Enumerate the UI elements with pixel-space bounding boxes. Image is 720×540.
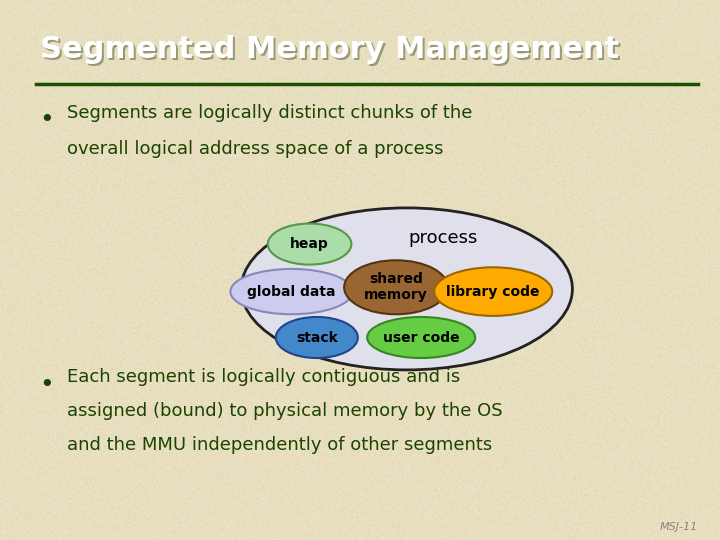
Text: shared
memory: shared memory xyxy=(364,272,428,302)
Ellipse shape xyxy=(276,317,358,358)
Ellipse shape xyxy=(434,267,552,316)
Text: MSJ-11: MSJ-11 xyxy=(660,522,698,532)
Ellipse shape xyxy=(344,260,448,314)
Text: library code: library code xyxy=(446,285,540,299)
Text: global data: global data xyxy=(248,285,336,299)
Text: assigned (bound) to physical memory by the OS: assigned (bound) to physical memory by t… xyxy=(67,402,503,420)
Text: overall logical address space of a process: overall logical address space of a proce… xyxy=(67,140,444,158)
Ellipse shape xyxy=(268,224,351,265)
Text: Segmented Memory Management: Segmented Memory Management xyxy=(42,37,621,66)
Text: and the MMU independently of other segments: and the MMU independently of other segme… xyxy=(67,436,492,454)
Text: •: • xyxy=(40,108,54,132)
Text: Segmented Memory Management: Segmented Memory Management xyxy=(40,35,618,64)
Text: user code: user code xyxy=(383,330,459,345)
Ellipse shape xyxy=(241,208,572,370)
Text: Each segment is logically contiguous and is: Each segment is logically contiguous and… xyxy=(67,368,460,386)
Text: Segments are logically distinct chunks of the: Segments are logically distinct chunks o… xyxy=(67,104,472,122)
Text: •: • xyxy=(40,373,54,396)
Text: heap: heap xyxy=(290,237,329,251)
Ellipse shape xyxy=(230,269,353,314)
Text: stack: stack xyxy=(296,330,338,345)
Ellipse shape xyxy=(367,317,475,358)
Text: process: process xyxy=(408,228,477,247)
